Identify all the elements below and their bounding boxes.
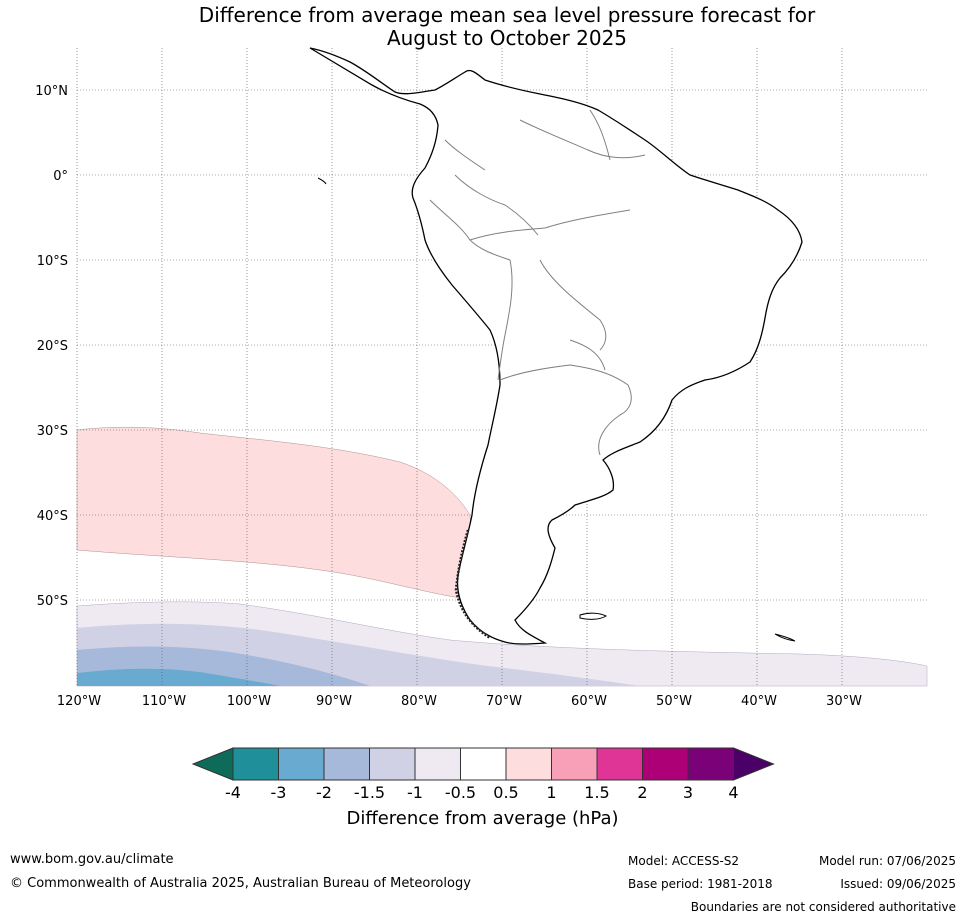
colorbar-tick-label: -1.5 bbox=[354, 783, 385, 802]
lon-label-40w: 40°W bbox=[741, 694, 777, 709]
colorbar-boxes bbox=[191, 747, 775, 781]
footer-disclaimer: Boundaries are not considered authoritat… bbox=[690, 900, 956, 914]
colorbar-box bbox=[278, 747, 325, 781]
lat-label-50s: 50°S bbox=[37, 594, 68, 609]
lat-label-10s: 10°S bbox=[37, 254, 68, 269]
map-plot: 10°N 0° 10°S 20°S 30°S 40°S 50°S 120°W 1… bbox=[35, 47, 928, 709]
lon-label-60w: 60°W bbox=[571, 694, 607, 709]
lon-label-30w: 30°W bbox=[826, 694, 862, 709]
lat-label-30s: 30°S bbox=[37, 424, 68, 439]
map-title: Difference from average mean sea level p… bbox=[0, 4, 965, 50]
footer-issued: Issued: 09/06/2025 bbox=[840, 877, 956, 891]
south-america-coastline bbox=[309, 47, 803, 645]
falkland-islands bbox=[579, 612, 607, 620]
country-borders bbox=[429, 109, 646, 456]
colorbar-box bbox=[323, 747, 370, 781]
footer-url: www.bom.gov.au/climate bbox=[10, 852, 174, 867]
colorbar-tick-label: -0.5 bbox=[445, 783, 476, 802]
lon-label-120w: 120°W bbox=[57, 694, 101, 709]
colorbar-tick-label: -1 bbox=[407, 783, 423, 802]
lat-label-40s: 40°S bbox=[37, 509, 68, 524]
colorbar-extend-low bbox=[191, 747, 234, 781]
longitude-labels: 120°W 110°W 100°W 90°W 80°W 70°W 60°W 50… bbox=[57, 694, 862, 709]
colorbar-box bbox=[460, 747, 507, 781]
lat-label-20s: 20°S bbox=[37, 339, 68, 354]
lon-label-100w: 100°W bbox=[227, 694, 271, 709]
colorbar-label: Difference from average (hPa) bbox=[346, 808, 619, 829]
colorbar-box bbox=[687, 747, 734, 781]
colorbar-tick-label: 1.5 bbox=[584, 783, 609, 802]
lon-label-90w: 90°W bbox=[316, 694, 352, 709]
colorbar-tick-label: -4 bbox=[225, 783, 241, 802]
colorbar-box bbox=[551, 747, 598, 781]
anomaly-region-positive-0.5 bbox=[76, 426, 476, 601]
lon-label-80w: 80°W bbox=[401, 694, 437, 709]
galapagos bbox=[317, 177, 327, 185]
colorbar-tick-label: 2 bbox=[637, 783, 647, 802]
colorbar-tick-label: -2 bbox=[316, 783, 332, 802]
lon-label-50w: 50°W bbox=[656, 694, 692, 709]
colorbar-box bbox=[596, 747, 643, 781]
lat-label-10n: 10°N bbox=[35, 84, 68, 99]
latitude-labels: 10°N 0° 10°S 20°S 30°S 40°S 50°S bbox=[35, 84, 68, 609]
colorbar-box bbox=[414, 747, 461, 781]
colorbar-tick-label: 0.5 bbox=[493, 783, 518, 802]
lon-label-70w: 70°W bbox=[486, 694, 522, 709]
colorbar-tick-label: 4 bbox=[728, 783, 738, 802]
footer-copyright: © Commonwealth of Australia 2025, Austra… bbox=[10, 876, 471, 891]
coastlines bbox=[309, 47, 803, 645]
anomaly-shading bbox=[76, 426, 928, 687]
colorbar-tick-label: 1 bbox=[546, 783, 556, 802]
anomaly-region-negative-2 bbox=[77, 668, 280, 686]
map-title-line1: Difference from average mean sea level p… bbox=[198, 3, 816, 27]
colorbar-tick-labels: -4 -3 -2 -1.5 -1 -0.5 0.5 1 1.5 2 3 4 bbox=[225, 783, 739, 802]
map-title-line2: August to October 2025 bbox=[386, 26, 628, 50]
chile-archipelago bbox=[454, 529, 491, 640]
colorbar-box bbox=[505, 747, 552, 781]
colorbar-box bbox=[642, 747, 689, 781]
lat-label-0: 0° bbox=[53, 169, 68, 184]
colorbar-box bbox=[232, 747, 279, 781]
colorbar: -4 -3 -2 -1.5 -1 -0.5 0.5 1 1.5 2 3 4 bbox=[191, 747, 775, 802]
south-georgia bbox=[774, 633, 796, 642]
colorbar-tick-label: -3 bbox=[271, 783, 287, 802]
footer-model-run: Model run: 07/06/2025 bbox=[818, 854, 956, 868]
colorbar-tick-label: 3 bbox=[683, 783, 693, 802]
lon-label-110w: 110°W bbox=[142, 694, 186, 709]
footer-model: Model: ACCESS-S2 bbox=[628, 854, 740, 868]
colorbar-extend-high bbox=[733, 747, 775, 781]
footer-base-period: Base period: 1981-2018 bbox=[628, 877, 773, 891]
colorbar-box bbox=[369, 747, 416, 781]
